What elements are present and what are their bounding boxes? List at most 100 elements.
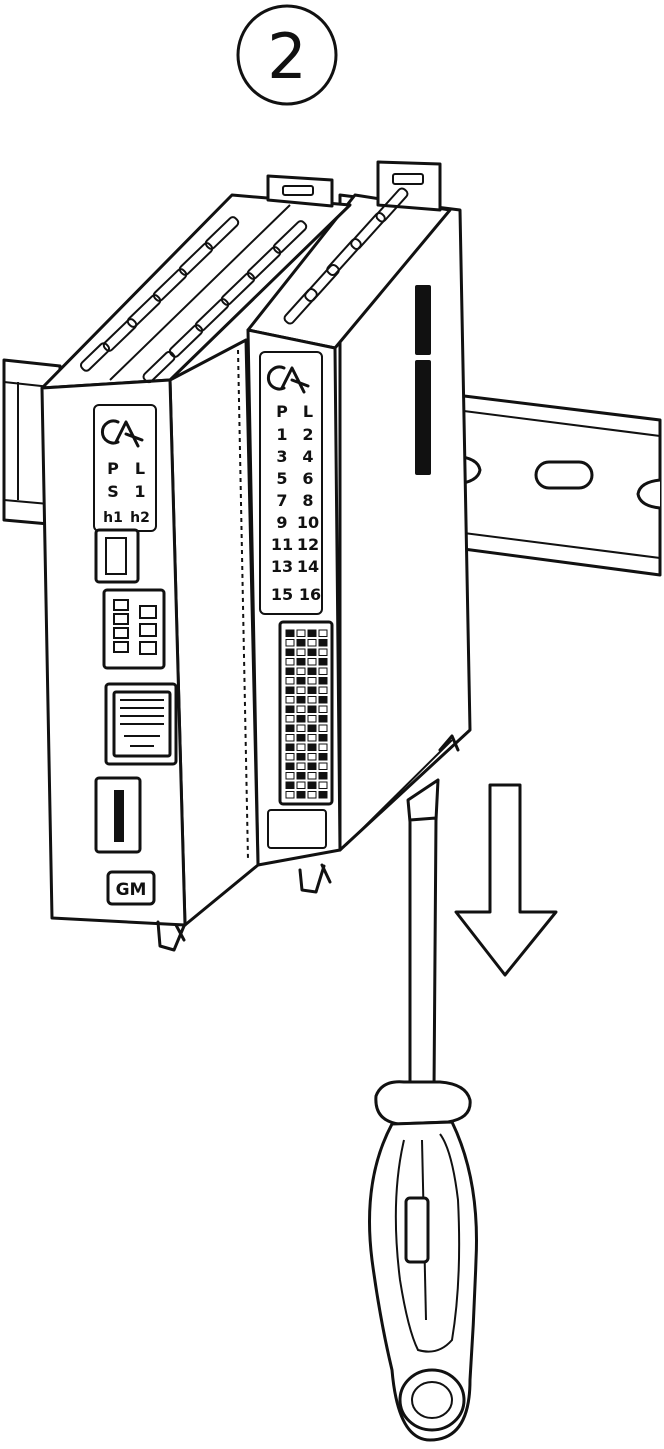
terminal-cell	[296, 734, 306, 742]
step-indicator: 2	[236, 4, 338, 106]
io-label: 2	[302, 425, 313, 444]
terminal-cell	[307, 715, 317, 723]
terminal-cell	[285, 762, 295, 770]
terminal-cell	[307, 724, 317, 732]
down-arrow-icon	[454, 783, 558, 977]
terminal-cell	[307, 743, 317, 751]
terminal-cell	[318, 677, 328, 685]
terminal-cell	[296, 715, 306, 723]
screwdriver-icon	[368, 778, 478, 1442]
terminal-cell	[285, 639, 295, 647]
terminal-cell	[285, 696, 295, 704]
io-label: P	[276, 402, 288, 421]
terminal-cell	[307, 658, 317, 666]
terminal-cell	[285, 715, 295, 723]
terminal-cell	[296, 781, 306, 789]
terminal-cell	[307, 629, 317, 637]
terminal-cell	[285, 686, 295, 694]
terminal-cell	[296, 648, 306, 656]
status-label: h2	[130, 510, 150, 526]
terminal-cell	[307, 686, 317, 694]
io-label: 8	[302, 491, 313, 510]
io-label: 4	[302, 447, 313, 466]
terminal-cell	[318, 715, 328, 723]
terminal-cell	[296, 639, 306, 647]
terminal-cell	[318, 753, 328, 761]
terminal-cell	[285, 791, 295, 799]
terminal-cell	[318, 658, 328, 666]
terminal-cell	[307, 734, 317, 742]
status-label: 1	[134, 482, 145, 501]
terminal-cell	[285, 753, 295, 761]
terminal-cell	[307, 772, 317, 780]
io-label: 5	[276, 469, 287, 488]
terminal-cell	[318, 743, 328, 751]
rail-slot	[534, 460, 594, 490]
io-label: L	[303, 402, 313, 421]
terminal-cell	[318, 629, 328, 637]
io-label: 3	[276, 447, 287, 466]
status-label: h1	[103, 510, 123, 526]
io-label: 7	[276, 491, 287, 510]
module-badge	[106, 870, 156, 906]
right-module: P L 1 2 3 4 5 6 7 8 9 10 11 12 13 14 15 …	[246, 160, 472, 894]
step-circle	[236, 4, 338, 106]
terminal-cell	[296, 696, 306, 704]
io-label: 11	[271, 535, 293, 554]
step-number: 2	[267, 20, 306, 93]
io-label: 15	[271, 585, 293, 604]
terminal-cell	[307, 791, 317, 799]
terminal-cell	[318, 762, 328, 770]
terminal-cell	[296, 743, 306, 751]
status-label: L	[135, 459, 145, 478]
terminal-cell	[307, 762, 317, 770]
terminal-cell	[296, 791, 306, 799]
terminal-cell	[307, 781, 317, 789]
terminal-cell	[318, 667, 328, 675]
terminal-cell	[318, 648, 328, 656]
brand-logo-icon	[100, 419, 144, 448]
terminal-cell	[318, 724, 328, 732]
terminal-cell	[285, 629, 295, 637]
terminal-cell	[285, 734, 295, 742]
terminal-cell	[307, 648, 317, 656]
io-label: 12	[297, 535, 319, 554]
terminal-cell	[285, 677, 295, 685]
status-label: P	[107, 459, 119, 478]
terminal-cell	[307, 705, 317, 713]
terminal-cell	[296, 724, 306, 732]
terminal-cell	[285, 705, 295, 713]
terminal-cell	[318, 696, 328, 704]
terminal-cell	[285, 648, 295, 656]
io-label: 13	[271, 557, 293, 576]
module-badge-text: GM	[116, 880, 147, 900]
terminal-cell	[307, 677, 317, 685]
terminal-cell	[307, 667, 317, 675]
terminal-cell	[296, 705, 306, 713]
terminal-cell	[296, 629, 306, 637]
io-label: 6	[302, 469, 313, 488]
terminal-cell	[318, 639, 328, 647]
terminal-cell	[318, 686, 328, 694]
terminal-cell	[307, 753, 317, 761]
terminal-cell	[296, 677, 306, 685]
terminal-cell	[285, 781, 295, 789]
terminal-cell	[285, 658, 295, 666]
terminal-cell	[285, 743, 295, 751]
terminal-cell	[285, 772, 295, 780]
terminal-cell	[296, 658, 306, 666]
io-label: 10	[297, 513, 319, 532]
status-label: S	[107, 482, 119, 501]
io-label: 9	[276, 513, 287, 532]
terminal-cell	[318, 772, 328, 780]
terminal-cell	[296, 772, 306, 780]
terminal-cell	[296, 753, 306, 761]
io-label: 14	[297, 557, 319, 576]
terminal-grid	[285, 629, 328, 799]
brand-logo-icon	[266, 365, 310, 394]
terminal-cell	[318, 781, 328, 789]
terminal-cell	[307, 639, 317, 647]
terminal-cell	[307, 696, 317, 704]
io-label: 16	[299, 585, 321, 604]
